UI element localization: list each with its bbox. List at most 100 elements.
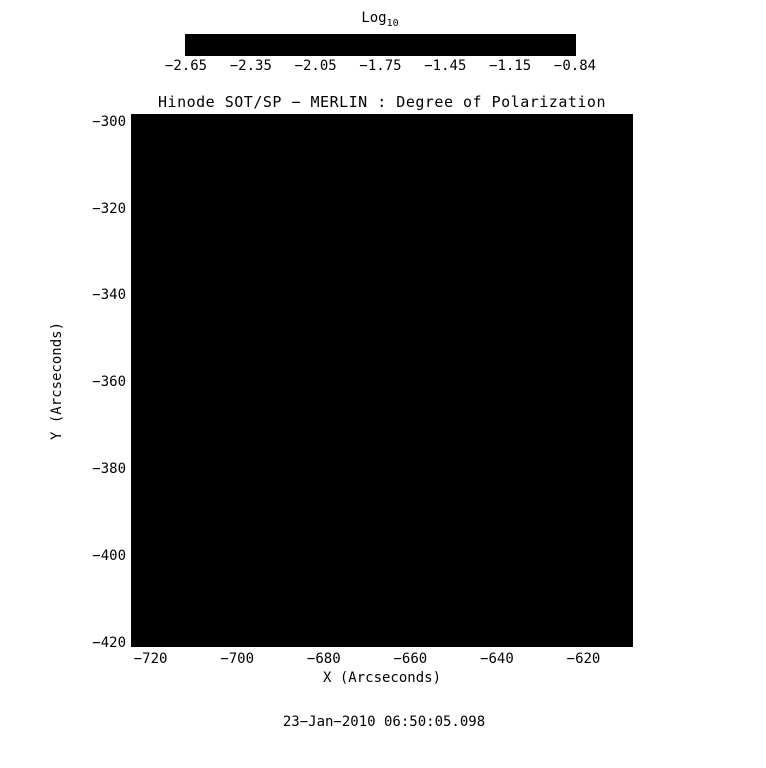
axis-tick-mark	[301, 642, 303, 646]
axis-tick-mark	[388, 115, 390, 119]
axis-tick-mark	[132, 338, 136, 340]
axis-tick-mark	[171, 642, 173, 646]
axis-tick-mark	[279, 642, 281, 646]
axis-tick-mark	[628, 164, 632, 166]
colorbar-tick-mark	[217, 35, 219, 39]
axis-tick-mark	[132, 512, 136, 514]
y-tick-label: −380	[92, 461, 126, 478]
colorbar-tick-label: −1.45	[424, 58, 467, 74]
axis-tick-mark	[132, 468, 140, 470]
axis-tick-mark	[344, 642, 346, 646]
colorbar-tick-mark	[315, 35, 317, 39]
colorbar-tick-mark	[380, 35, 381, 39]
y-axis-title: Y (Arcseconds)	[49, 321, 65, 441]
colorbar-tick-mark	[542, 51, 544, 55]
colorbar-gradient	[185, 34, 576, 56]
y-tick-label: −420	[92, 635, 126, 652]
x-tick-label: −640	[480, 651, 514, 667]
axis-tick-mark	[628, 447, 632, 449]
axis-tick-mark	[388, 642, 390, 646]
colorbar-tick-mark	[347, 35, 349, 39]
axis-tick-mark	[258, 642, 260, 646]
axis-tick-mark	[628, 338, 632, 340]
axis-tick-mark	[279, 115, 281, 119]
colorbar-tick-mark	[217, 51, 219, 55]
colorbar-tick-mark	[542, 35, 544, 39]
axis-tick-mark	[409, 638, 411, 646]
colorbar-tick-mark	[250, 35, 252, 39]
axis-tick-mark	[628, 316, 632, 318]
colorbar-tick-mark	[444, 51, 446, 55]
axis-tick-mark	[431, 115, 433, 119]
axis-tick-mark	[628, 142, 632, 144]
axis-tick-mark	[628, 621, 632, 623]
axis-tick-mark	[132, 577, 136, 579]
axis-tick-mark	[628, 599, 632, 601]
colorbar-tick-mark	[380, 51, 381, 55]
axis-tick-mark	[624, 642, 632, 644]
axis-tick-mark	[624, 468, 632, 470]
axis-tick-mark	[171, 115, 173, 119]
y-tick-label: −300	[92, 113, 126, 130]
colorbar-tick-mark	[185, 35, 187, 39]
axis-tick-mark	[431, 642, 433, 646]
colorbar-tick-mark	[574, 51, 576, 55]
axis-tick-mark	[604, 642, 606, 646]
x-tick-label: −680	[306, 651, 341, 667]
heatmap-plot-area	[131, 114, 633, 647]
colorbar-tick-mark	[477, 51, 479, 55]
colorbar-tick-mark	[477, 35, 479, 39]
axis-tick-mark	[323, 115, 325, 123]
axis-tick-mark	[628, 512, 632, 514]
axis-tick-mark	[132, 142, 136, 144]
colorbar-tick-label: −1.15	[489, 58, 532, 74]
axis-tick-mark	[132, 121, 140, 123]
axis-tick-mark	[453, 642, 455, 646]
y-tick-label: −400	[92, 548, 126, 565]
axis-tick-mark	[561, 642, 563, 646]
axis-tick-mark	[628, 425, 632, 427]
colorbar-tick-label: −0.84	[553, 58, 597, 74]
colorbar-tick-mark	[412, 51, 414, 55]
axis-tick-mark	[628, 186, 632, 188]
axis-tick-mark	[518, 642, 520, 646]
colorbar-tick-mark	[185, 51, 187, 55]
axis-tick-mark	[496, 115, 498, 123]
axis-tick-mark	[539, 115, 541, 119]
axis-tick-mark	[236, 115, 238, 123]
axis-tick-mark	[193, 642, 195, 646]
x-tick-label: −720	[133, 651, 168, 667]
axis-tick-mark	[132, 621, 136, 623]
axis-tick-mark	[132, 251, 136, 253]
axis-tick-mark	[323, 638, 325, 646]
axis-tick-mark	[132, 316, 136, 318]
x-axis-title: X (Arcseconds)	[322, 670, 442, 686]
y-tick-label: −340	[92, 287, 126, 304]
axis-tick-mark	[539, 642, 541, 646]
axis-tick-mark	[132, 208, 140, 209]
heatmap-image	[132, 115, 632, 646]
axis-tick-mark	[132, 164, 136, 166]
axis-tick-mark	[628, 360, 632, 362]
colorbar-tick-mark	[444, 35, 446, 39]
axis-tick-mark	[150, 638, 152, 646]
x-tick-label: −700	[220, 651, 255, 667]
axis-tick-mark	[132, 425, 136, 427]
colorbar-tick-label: −2.65	[164, 58, 208, 74]
colorbar-tick-label: −2.35	[229, 58, 272, 74]
axis-tick-mark	[626, 115, 628, 119]
colorbar-title-subscript: 10	[386, 17, 399, 29]
axis-tick-mark	[628, 251, 632, 253]
axis-tick-mark	[236, 638, 238, 646]
axis-tick-mark	[626, 642, 628, 646]
y-tick-label: −360	[92, 374, 126, 391]
axis-tick-mark	[215, 642, 217, 646]
axis-tick-mark	[628, 273, 632, 275]
axis-tick-mark	[624, 121, 632, 123]
axis-tick-mark	[132, 599, 136, 601]
axis-tick-mark	[628, 403, 632, 405]
axis-tick-mark	[132, 642, 140, 644]
colorbar-tick-mark	[250, 51, 252, 55]
axis-tick-mark	[132, 229, 136, 231]
axis-tick-mark	[344, 115, 346, 119]
